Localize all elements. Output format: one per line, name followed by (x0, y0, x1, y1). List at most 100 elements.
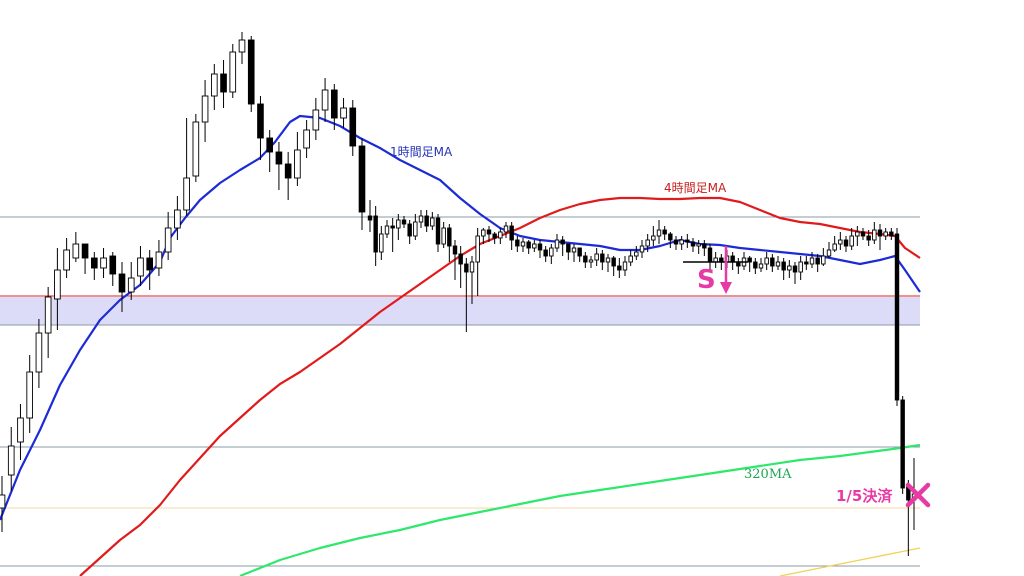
candle (447, 224, 452, 262)
candle (849, 228, 854, 250)
candle (72, 232, 80, 262)
candle (155, 240, 163, 276)
candle (583, 252, 588, 268)
candle (787, 260, 792, 278)
candle (481, 228, 486, 244)
candle (321, 78, 329, 122)
candle (441, 222, 446, 248)
candle (418, 210, 424, 228)
candle (396, 214, 401, 240)
candles (0, 32, 917, 556)
candle (560, 236, 565, 256)
candle (358, 138, 366, 230)
candle (866, 230, 871, 246)
candle (764, 252, 769, 270)
candle (238, 32, 246, 64)
candle (696, 240, 701, 254)
candle (330, 84, 338, 130)
candle (373, 206, 378, 266)
candle (54, 248, 61, 330)
candle (509, 222, 514, 250)
candle (379, 226, 384, 260)
candle (220, 60, 227, 108)
candle (294, 132, 301, 186)
candle (384, 220, 390, 238)
candle (312, 98, 320, 140)
candle (7, 427, 15, 491)
candle (634, 246, 639, 260)
candle (435, 214, 441, 252)
entry-label: S (697, 265, 716, 295)
candle (809, 252, 815, 268)
candle (183, 118, 190, 216)
candle (889, 228, 894, 240)
candle (815, 254, 820, 272)
candle (770, 254, 775, 272)
candle (401, 216, 407, 228)
candle (349, 100, 357, 156)
candle (430, 212, 435, 230)
candle (35, 319, 43, 388)
candle (81, 243, 89, 274)
candle (257, 96, 264, 160)
candle (532, 240, 537, 252)
candle (543, 246, 548, 262)
candle (877, 224, 883, 250)
candle (622, 256, 628, 276)
candle (826, 242, 832, 258)
candle (792, 262, 798, 284)
candle (201, 80, 209, 142)
candle (781, 258, 786, 280)
candle (554, 234, 560, 252)
candle (109, 252, 117, 286)
candle (367, 200, 373, 232)
candle (0, 476, 6, 532)
candle (137, 246, 144, 286)
candle (266, 130, 274, 172)
candle (753, 258, 758, 274)
candle (566, 243, 571, 260)
candle (577, 247, 582, 262)
candle (127, 262, 135, 300)
candle (407, 220, 412, 244)
candle (872, 222, 877, 244)
ma-320-label: 320MA (744, 467, 792, 482)
candle (90, 252, 98, 280)
candle (588, 256, 594, 268)
ma-yellow-line (779, 547, 921, 576)
support-zone (0, 297, 920, 325)
candle (900, 396, 905, 494)
candle (390, 218, 395, 252)
candle (804, 256, 809, 270)
candle (303, 120, 310, 158)
candle (486, 226, 492, 242)
candle (838, 232, 843, 250)
candle (63, 238, 70, 278)
candle (275, 142, 283, 190)
candle (413, 214, 418, 240)
candle (452, 240, 458, 280)
candle (883, 228, 888, 240)
candle (821, 248, 826, 266)
candle (600, 250, 605, 270)
ma-4h-label: 4時間足MA (664, 181, 727, 195)
candle (174, 196, 181, 240)
ma-320-line (239, 443, 921, 576)
candle (520, 238, 526, 252)
candle (798, 256, 803, 280)
exit-label: 1/5決済 (836, 487, 893, 505)
candle (424, 210, 429, 232)
candle (855, 226, 860, 246)
candle (605, 254, 611, 272)
candle (645, 234, 650, 252)
trade-markers: S 1/5決済 (683, 246, 931, 508)
candle (758, 258, 764, 272)
candle (679, 236, 684, 250)
candle (100, 248, 107, 278)
candle (44, 287, 52, 358)
candle (492, 232, 497, 244)
candle (458, 246, 463, 288)
candle (146, 250, 154, 290)
candle (247, 36, 255, 112)
